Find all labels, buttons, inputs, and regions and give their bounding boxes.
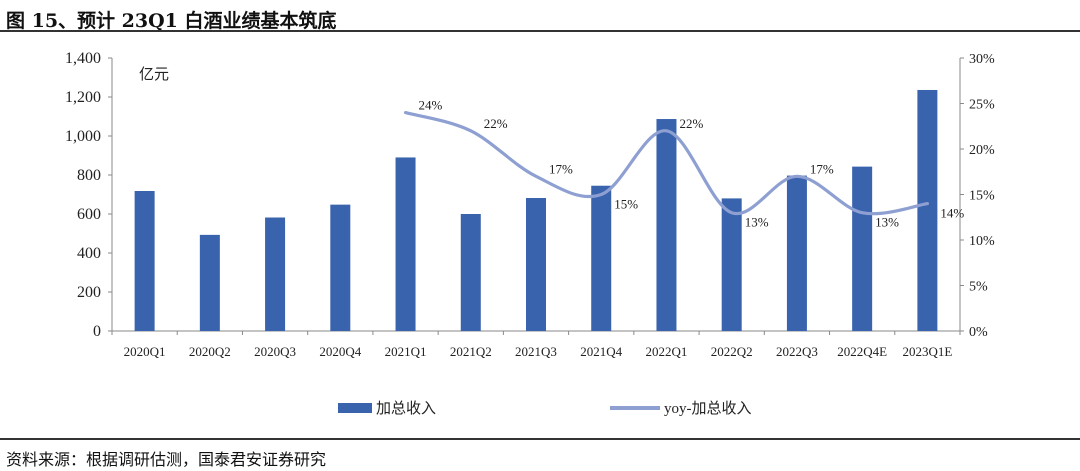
x-tick-label: 2023Q1E — [902, 344, 952, 359]
yoy-data-label: 17% — [549, 161, 573, 176]
revenue-chart: 24% 22% 17% 15% 22% 13% 17% 13% 14% 0 200 400 600 80… — [65, 50, 995, 417]
right-tick-label: 10% — [969, 234, 995, 249]
left-tick-label: 0 — [93, 323, 101, 340]
right-tick-label: 15% — [969, 189, 995, 204]
yoy-data-label: 17% — [810, 161, 834, 176]
yoy-line-series: 24% 22% 17% 15% 22% 13% 17% 13% 14% — [403, 98, 964, 230]
figure-title: 图 15、预计 23Q1 白酒业绩基本筑底 — [6, 10, 337, 32]
left-tick-label: 1,400 — [65, 50, 101, 67]
bar — [134, 190, 155, 331]
yoy-data-label: 14% — [940, 206, 964, 221]
x-tick-label: 2022Q1 — [646, 344, 688, 359]
x-tick-label: 2020Q3 — [254, 344, 296, 359]
yoy-data-label: 24% — [419, 98, 443, 113]
left-tick-label: 1,000 — [65, 128, 101, 145]
left-tick-label: 800 — [77, 167, 101, 184]
right-tick-label: 25% — [969, 98, 995, 113]
bar — [917, 89, 938, 331]
x-tick-label: 2021Q4 — [580, 344, 622, 359]
bar — [591, 185, 612, 331]
x-tick-label: 2020Q2 — [189, 344, 231, 359]
bottom-rule — [0, 438, 1080, 440]
left-tick-label: 600 — [77, 206, 101, 223]
bar — [395, 157, 416, 331]
bar — [199, 234, 220, 331]
left-tick-label: 200 — [77, 284, 101, 301]
x-tick-label: 2022Q4E — [837, 344, 887, 359]
x-tick-label: 2022Q2 — [711, 344, 753, 359]
bar — [265, 217, 286, 331]
bar — [721, 198, 742, 331]
yoy-line — [403, 111, 929, 216]
x-tick-label: 2021Q3 — [515, 344, 557, 359]
right-tick-label: 5% — [969, 280, 988, 295]
x-tick-label: 2020Q4 — [319, 344, 361, 359]
right-tick-label: 0% — [969, 325, 988, 340]
bar — [330, 204, 351, 331]
yoy-data-label: 22% — [679, 116, 703, 131]
left-tick-label: 400 — [77, 245, 101, 262]
bar-series — [134, 89, 938, 331]
right-tick-label: 30% — [969, 52, 995, 67]
bar — [460, 214, 481, 331]
x-tick-label: 2021Q1 — [385, 344, 427, 359]
source-note: 资料来源：根据调研估测，国泰君安证券研究 — [6, 450, 327, 469]
legend-label-bar: 加总收入 — [376, 400, 436, 417]
left-axis-unit-label: 亿元 — [139, 66, 169, 83]
yoy-data-label: 22% — [484, 116, 508, 131]
tick-labels: 0 200 400 600 800 1,000 1,200 1,400 0% 5% 10% 15% 20… — [65, 50, 995, 359]
yoy-data-label: 13% — [875, 215, 899, 230]
legend-swatch-bar — [338, 403, 372, 413]
top-rule — [0, 30, 1080, 32]
bar — [656, 119, 677, 331]
right-tick-label: 20% — [969, 143, 995, 158]
x-tick-label: 2020Q1 — [124, 344, 166, 359]
bar — [786, 175, 807, 331]
x-tick-label: 2021Q2 — [450, 344, 492, 359]
yoy-data-label: 13% — [745, 215, 769, 230]
left-tick-label: 1,200 — [65, 89, 101, 106]
x-tick-label: 2022Q3 — [776, 344, 818, 359]
legend-label-line: yoy-加总收入 — [664, 400, 752, 417]
bar — [526, 198, 546, 331]
legend: 加总收入 yoy-加总收入 — [338, 400, 752, 417]
bar — [852, 166, 873, 331]
yoy-data-label: 15% — [614, 197, 638, 212]
